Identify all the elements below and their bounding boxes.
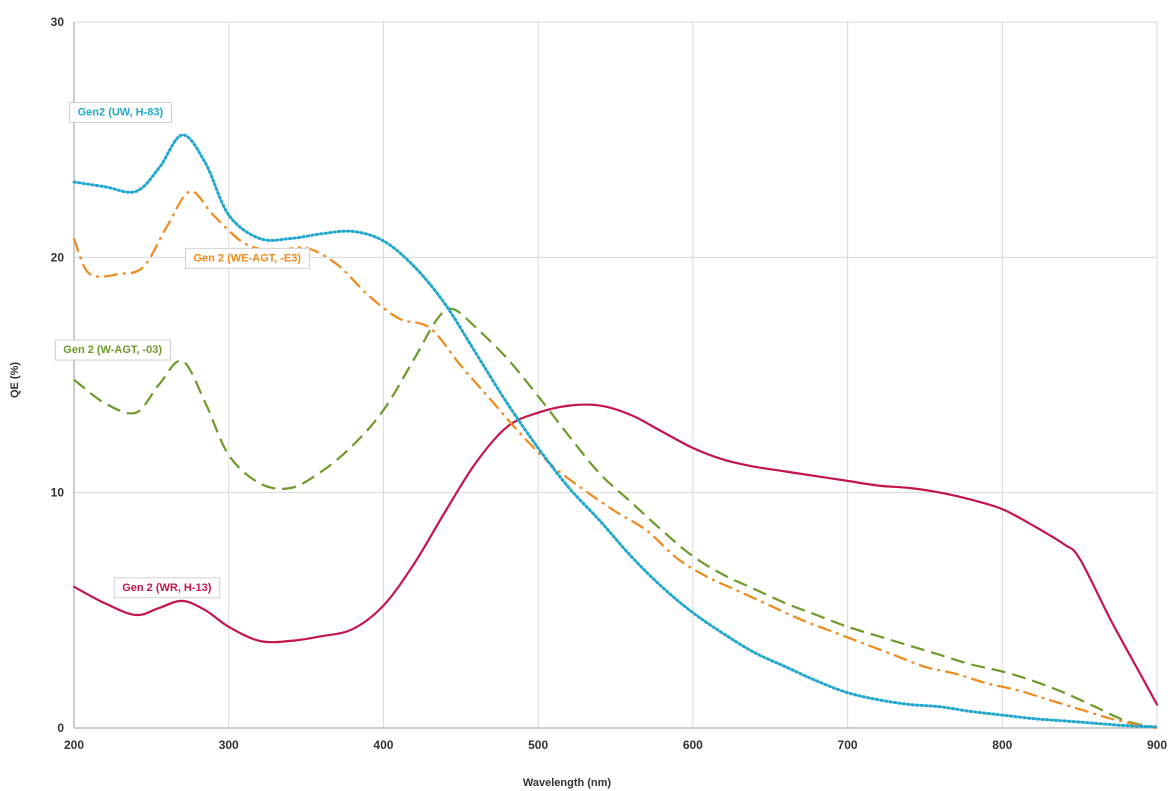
y-tick-label: 10 bbox=[51, 486, 65, 500]
series-line-3 bbox=[72, 403, 1159, 706]
x-tick-label: 700 bbox=[838, 738, 858, 752]
series-line-2 bbox=[73, 307, 1158, 730]
y-axis-title: QE (%) bbox=[9, 362, 21, 398]
series-label-text: Gen 2 (WE-AGT, -E3) bbox=[193, 252, 301, 264]
x-tick-label: 500 bbox=[528, 738, 548, 752]
x-tick-label: 200 bbox=[64, 738, 84, 752]
y-tick-label: 0 bbox=[57, 721, 64, 735]
series-label-text: Gen2 (UW, H-83) bbox=[78, 106, 164, 118]
series-label-text: Gen 2 (W-AGT, -03) bbox=[63, 344, 162, 356]
x-tick-label: 800 bbox=[992, 738, 1012, 752]
x-tick-label: 600 bbox=[683, 738, 703, 752]
series-label-text: Gen 2 (WR, H-13) bbox=[122, 582, 212, 594]
series-label-box bbox=[184, 247, 310, 269]
series-label-box bbox=[54, 339, 171, 361]
series-label-3: Gen 2 (WR, H-13) bbox=[113, 577, 221, 599]
x-tick-label: 400 bbox=[373, 738, 393, 752]
y-tick-label: 20 bbox=[51, 250, 65, 264]
series-label-0: Gen2 (UW, H-83) bbox=[69, 101, 173, 123]
series-lines bbox=[72, 133, 1159, 730]
series-label-1: Gen 2 (WE-AGT, -E3) bbox=[184, 247, 310, 269]
y-tick-label: 30 bbox=[51, 15, 65, 29]
series-line-0 bbox=[72, 133, 1159, 729]
x-tick-label: 900 bbox=[1147, 738, 1167, 752]
series-label-2: Gen 2 (W-AGT, -03) bbox=[54, 339, 171, 361]
axes: 200 300 400 500 600 700 800 900 0 10 20 30 bbox=[51, 15, 1168, 752]
series-label-box bbox=[69, 101, 173, 123]
series-label-box bbox=[113, 577, 221, 599]
series-labels: Gen2 (UW, H-83) Gen 2 (WE-AGT, -E3) Gen 2 … bbox=[54, 101, 310, 599]
x-axis-title: Wavelength (nm) bbox=[523, 777, 612, 789]
series-line-1 bbox=[72, 190, 1158, 730]
x-tick-label: 300 bbox=[219, 738, 239, 752]
